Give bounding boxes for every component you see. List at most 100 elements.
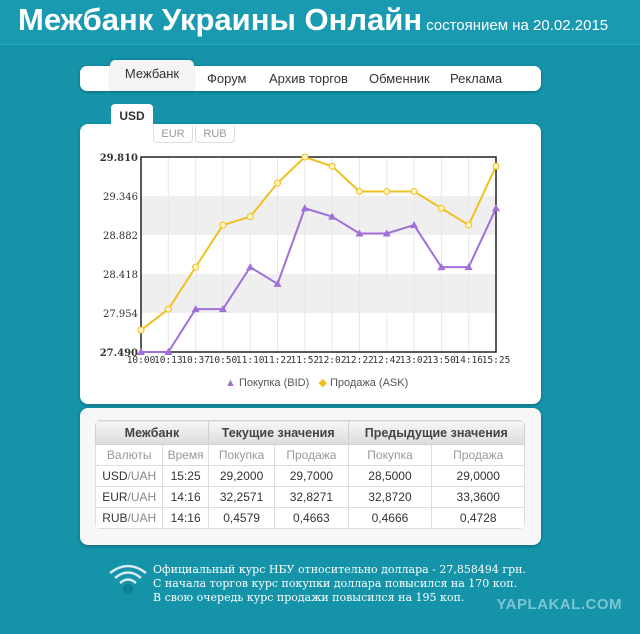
main-nav: Межбанк Форум Архив торгов Обменник Рекл… bbox=[80, 60, 541, 91]
x-tick-label: 10:13 bbox=[154, 355, 183, 366]
x-tick-label: 13:50 bbox=[427, 355, 456, 366]
group-header: Предыдущие значения bbox=[347, 420, 525, 445]
data-point bbox=[328, 162, 336, 170]
data-point bbox=[164, 305, 172, 313]
data-point bbox=[164, 348, 173, 355]
table-row: RUB/UAH 14:16 0,4579 0,4663 0,4666 0,472… bbox=[95, 507, 525, 529]
data-point bbox=[137, 326, 145, 334]
nav-mezhbank[interactable]: Межбанк bbox=[110, 60, 194, 91]
pair-cell: USD/UAH bbox=[95, 465, 164, 487]
data-point bbox=[492, 162, 500, 170]
x-tick-label: 13:02 bbox=[400, 355, 429, 366]
x-tick-label: 14:16 bbox=[454, 355, 483, 366]
cell: 14:16 bbox=[162, 507, 209, 529]
data-point bbox=[465, 221, 473, 229]
data-point bbox=[437, 204, 445, 212]
pair-cell: EUR/UAH bbox=[95, 486, 164, 508]
title-text: Межбанк Украины Онлайн bbox=[18, 2, 423, 37]
info-line: В свою очередь курс продажи повысился на… bbox=[153, 591, 465, 604]
series-line bbox=[141, 207, 497, 353]
tab-eur[interactable]: EUR bbox=[153, 126, 193, 143]
cell: 28,5000 bbox=[347, 465, 433, 487]
data-point bbox=[382, 229, 391, 237]
column-header: Валюты bbox=[95, 444, 164, 466]
cell: 32,8271 bbox=[274, 486, 349, 508]
rate-chart: 27.490 27.954 28.418 28.882 29.346 29.810 10:0… bbox=[100, 153, 511, 366]
nav-exchanger[interactable]: Обменник bbox=[369, 71, 430, 86]
cell: 32,2571 bbox=[207, 486, 276, 508]
column-header: Продажа bbox=[274, 444, 349, 466]
series-line bbox=[140, 155, 497, 331]
cell: 0,4666 bbox=[347, 507, 433, 529]
column-header: Время bbox=[162, 444, 209, 466]
y-tick-label: 29.810 bbox=[100, 153, 138, 164]
data-point bbox=[355, 229, 364, 237]
x-tick-label: 10:50 bbox=[209, 355, 238, 366]
data-point bbox=[355, 187, 363, 195]
data-point bbox=[246, 213, 254, 221]
data-point bbox=[192, 263, 200, 271]
data-point bbox=[464, 263, 473, 271]
plot-band bbox=[141, 274, 496, 313]
legend-bid: Покупка (BID) bbox=[238, 377, 310, 389]
cell: 15:25 bbox=[162, 465, 209, 487]
cell: 14:16 bbox=[162, 486, 209, 508]
pair-cell: RUB/UAH bbox=[95, 507, 164, 529]
data-point bbox=[410, 187, 418, 195]
data-point bbox=[328, 212, 337, 220]
data-point bbox=[219, 221, 227, 229]
info-line: Официальный курс НБУ относительно доллар… bbox=[153, 563, 527, 576]
cell: 29,7000 bbox=[274, 465, 349, 487]
wifi-icon bbox=[109, 564, 147, 594]
data-point bbox=[437, 263, 446, 271]
tab-usd[interactable]: USD bbox=[111, 104, 153, 126]
page-title: Межбанк Украины Онлайн состоянием на 20.0… bbox=[18, 2, 608, 38]
cell: 32,8720 bbox=[347, 486, 433, 508]
group-header: Межбанк bbox=[95, 420, 209, 445]
group-header: Текущие значения bbox=[207, 420, 349, 445]
watermark: YAPLAKAL.COM bbox=[496, 596, 622, 613]
diamond-icon: ◆ bbox=[318, 377, 327, 389]
x-tick-label: 10:37 bbox=[181, 355, 210, 366]
y-tick-label: 27.490 bbox=[100, 348, 138, 359]
data-point bbox=[137, 348, 145, 355]
plot-frame bbox=[140, 156, 497, 353]
data-point bbox=[410, 221, 419, 229]
cell: 0,4663 bbox=[274, 507, 349, 529]
nav-archive[interactable]: Архив торгов bbox=[269, 71, 348, 86]
base: RUB bbox=[102, 511, 128, 525]
cell: 0,4579 bbox=[207, 507, 276, 529]
rates-table: Межбанк Текущие значения Предыдущие знач… bbox=[95, 420, 525, 529]
y-tick-label: 28.418 bbox=[103, 270, 138, 281]
nav-ads[interactable]: Реклама bbox=[450, 71, 503, 86]
data-point bbox=[300, 204, 309, 212]
tab-rub[interactable]: RUB bbox=[195, 126, 235, 143]
cell: 29,2000 bbox=[207, 465, 276, 487]
date-subtitle: состоянием на 20.02.2015 bbox=[426, 17, 609, 34]
column-header: Покупка bbox=[347, 444, 433, 466]
data-point bbox=[492, 204, 500, 212]
x-tick-label: 11:10 bbox=[236, 355, 265, 366]
chart-legend: ▲ Покупка (BID) ◆ Продажа (ASK) bbox=[225, 376, 408, 389]
quote: /UAH bbox=[127, 469, 157, 483]
info-line: С начала торгов курс покупки доллара пов… bbox=[153, 577, 518, 590]
triangle-icon: ▲ bbox=[225, 377, 236, 389]
x-tick-label: 12:22 bbox=[345, 355, 374, 366]
cell: 0,4728 bbox=[431, 507, 525, 529]
nbu-info: Официальный курс НБУ относительно доллар… bbox=[153, 563, 526, 605]
y-tick-label: 27.954 bbox=[103, 309, 138, 320]
column-header: Продажа bbox=[431, 444, 525, 466]
x-tick-label: 11:52 bbox=[291, 355, 320, 366]
data-point bbox=[383, 187, 391, 195]
x-tick-label: 12:42 bbox=[372, 355, 401, 366]
y-tick-label: 29.346 bbox=[103, 192, 138, 203]
x-tick-label: 10:00 bbox=[127, 355, 156, 366]
data-point bbox=[246, 263, 255, 271]
nav-forum[interactable]: Форум bbox=[207, 71, 247, 86]
data-point bbox=[273, 279, 282, 287]
quote: /UAH bbox=[127, 511, 157, 525]
base: USD bbox=[102, 469, 128, 483]
column-header: Покупка bbox=[207, 444, 276, 466]
chart-card bbox=[80, 124, 541, 404]
data-point bbox=[274, 179, 282, 187]
